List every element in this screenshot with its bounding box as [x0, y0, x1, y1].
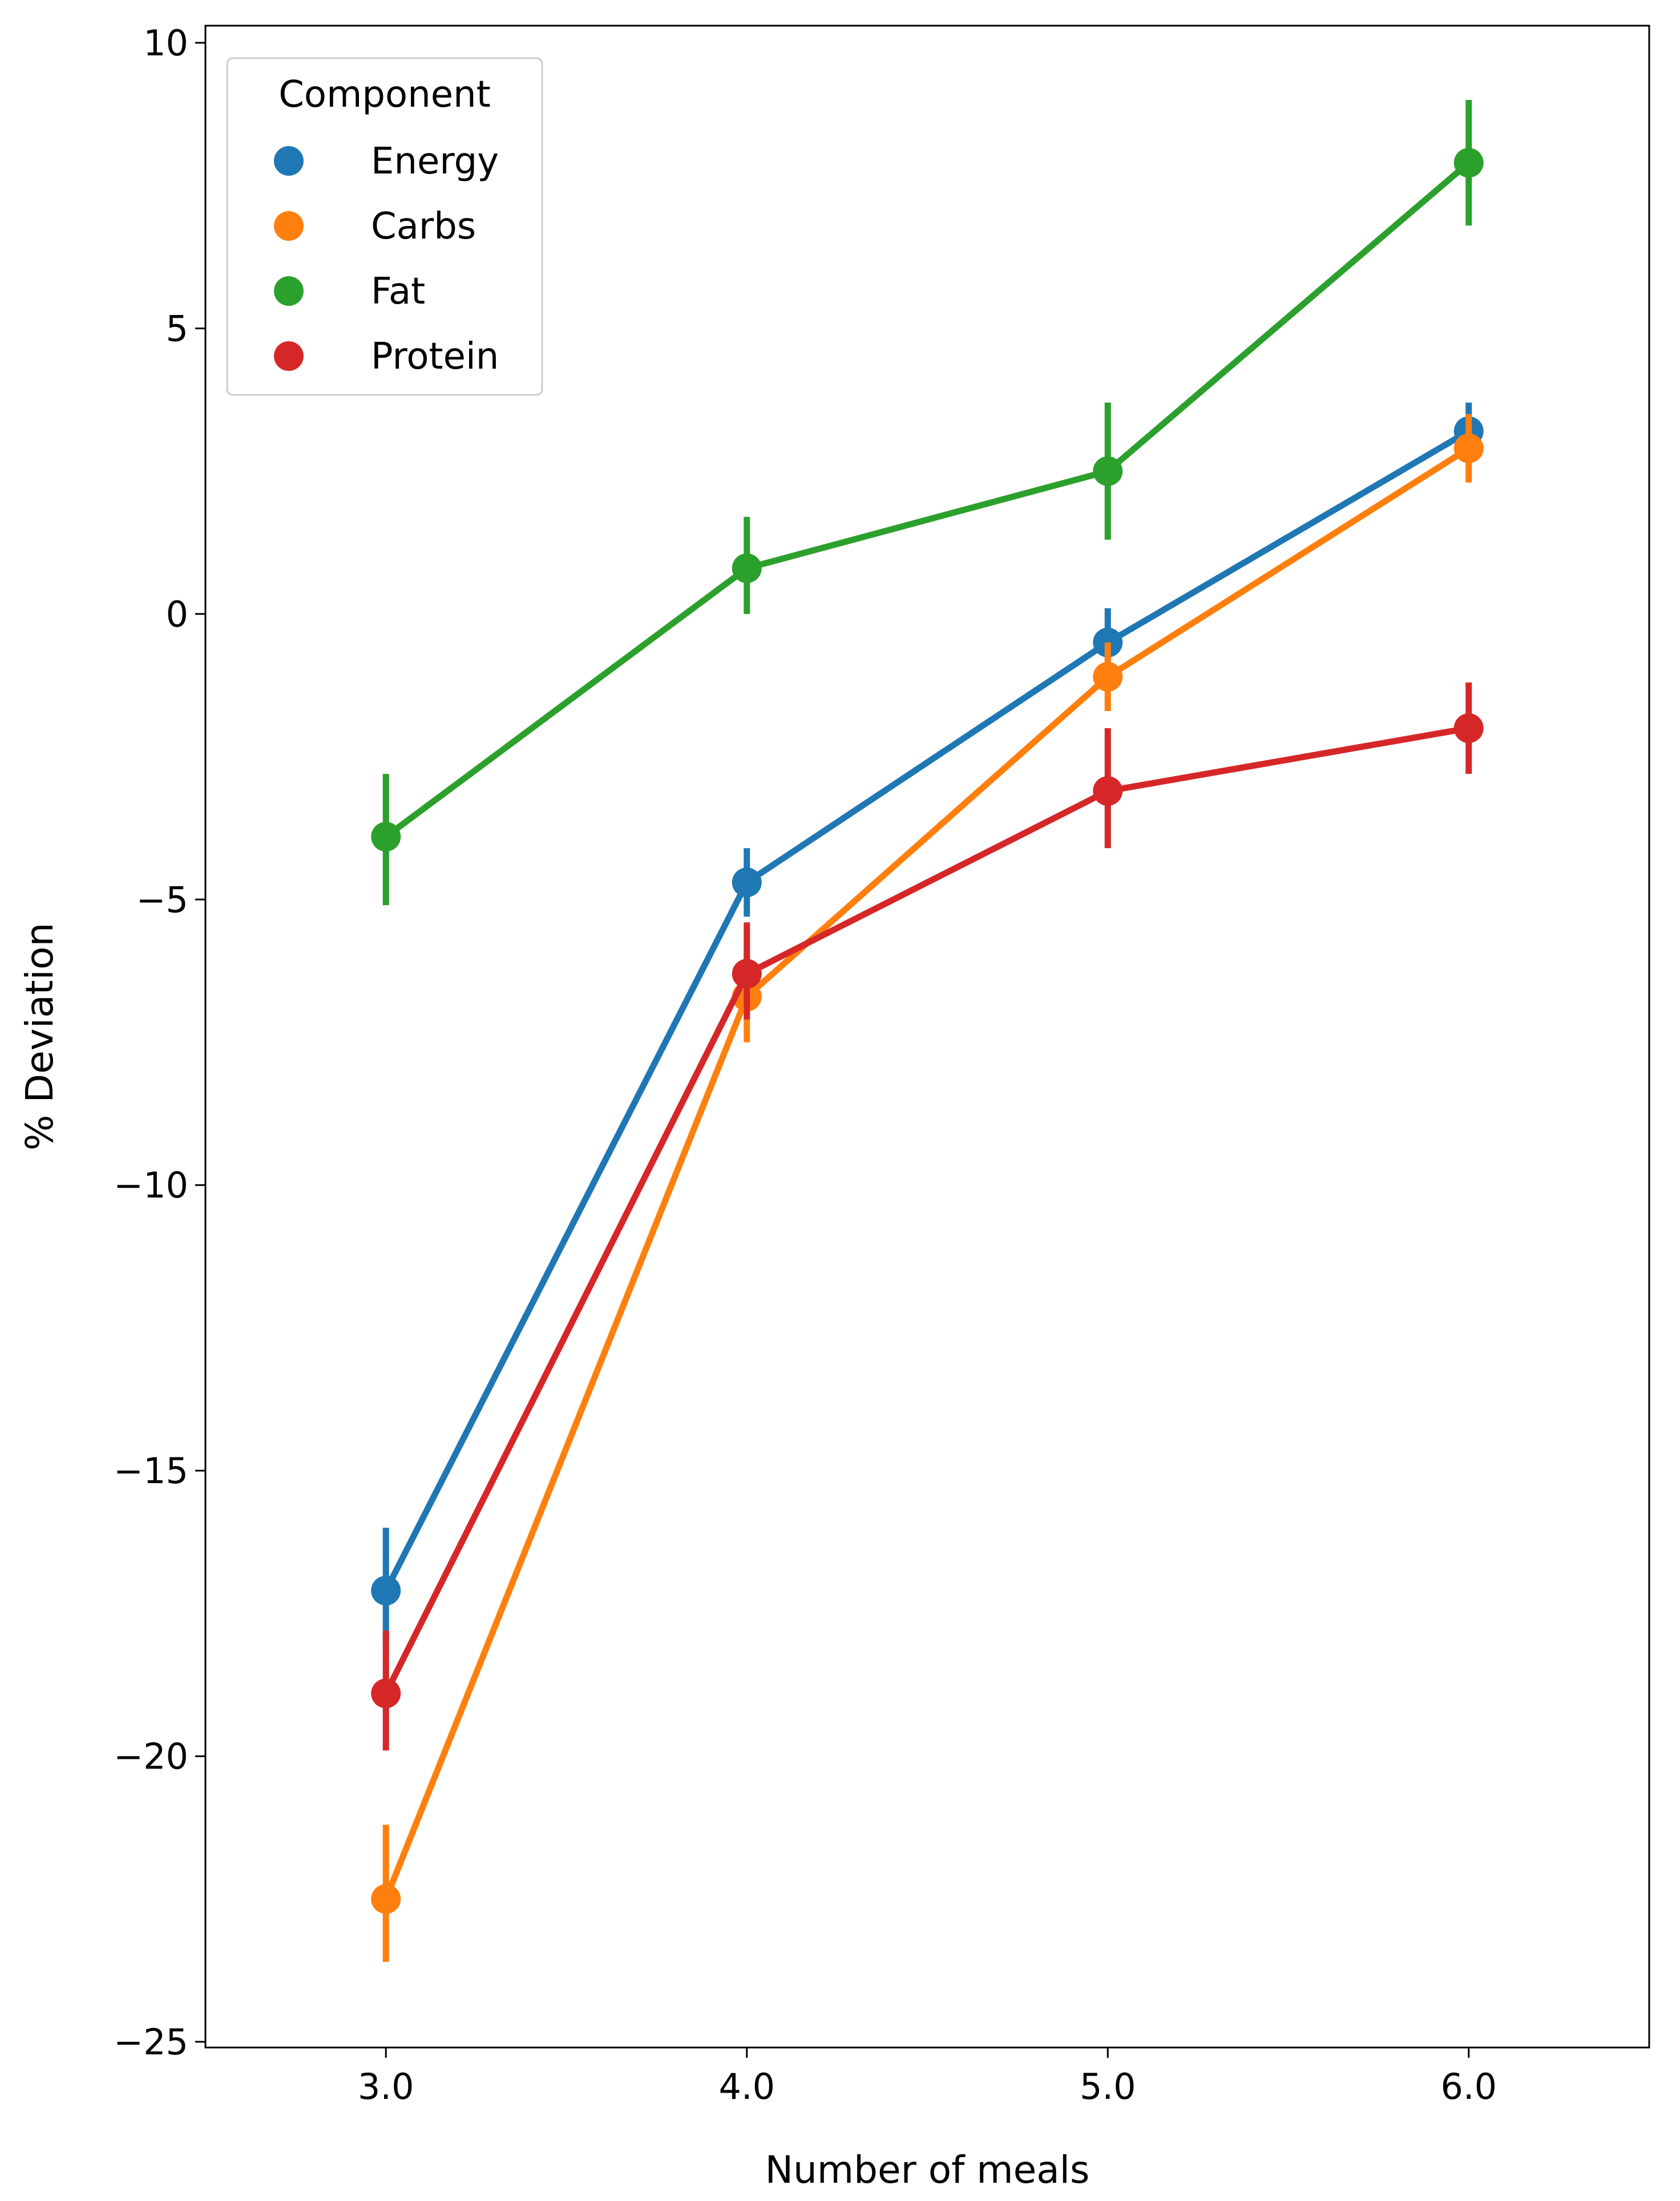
- x-axis: 3.0 4.0 5.0 6.0: [358, 2047, 1497, 2107]
- fat-point: [732, 553, 762, 583]
- y-tick-label: −25: [114, 2021, 188, 2063]
- legend-label-energy: Energy: [371, 140, 499, 183]
- y-tick-label: −15: [114, 1450, 188, 1492]
- energy-line: [382, 428, 1472, 1594]
- y-axis: −25 −20 −15 −10 −5 0 5 10: [114, 22, 205, 2063]
- legend-box: [226, 57, 543, 396]
- protein-line: [382, 725, 1472, 1697]
- fat-point: [1093, 456, 1123, 486]
- protein-point: [1093, 776, 1123, 806]
- series-energy: [371, 402, 1484, 1642]
- fat-point: [1453, 148, 1484, 178]
- y-tick-label: −5: [136, 879, 188, 920]
- series-fat: [371, 100, 1484, 906]
- energy-point: [732, 867, 762, 898]
- y-tick-label: −20: [114, 1736, 188, 1778]
- legend-marker-fat: [274, 276, 304, 306]
- series-carbs: [371, 414, 1484, 1962]
- carbs-point: [1453, 433, 1484, 463]
- carbs-line: [382, 445, 1472, 1903]
- carbs-point: [1093, 661, 1123, 692]
- legend-label-fat: Fat: [371, 270, 425, 313]
- y-axis-title: % Deviation: [18, 923, 62, 1150]
- x-axis-title: Number of meals: [765, 2148, 1090, 2192]
- energy-point: [371, 1576, 401, 1606]
- x-tick-label: 6.0: [1440, 2066, 1497, 2107]
- y-tick-label: 10: [143, 22, 188, 64]
- axes-frame: [204, 25, 1650, 2049]
- legend: Component Energy Carbs Fat Protein: [226, 57, 543, 396]
- legend-marker-carbs: [274, 211, 304, 241]
- x-tick-label: 5.0: [1080, 2066, 1136, 2107]
- x-tick-label: 3.0: [358, 2066, 414, 2107]
- y-tick-label: 5: [166, 308, 188, 349]
- protein-point: [1453, 713, 1484, 744]
- fat-line: [382, 159, 1472, 840]
- legend-marker-energy: [274, 146, 304, 176]
- protein-point: [371, 1678, 401, 1709]
- fat-point: [371, 822, 401, 852]
- legend-label-protein: Protein: [371, 336, 499, 378]
- carbs-point: [371, 1884, 401, 1914]
- legend-title: Component: [278, 74, 491, 116]
- plot-area: [371, 100, 1484, 1962]
- protein-point: [732, 959, 762, 989]
- x-tick-label: 4.0: [718, 2066, 775, 2107]
- legend-label-carbs: Carbs: [371, 205, 476, 248]
- legend-marker-protein: [274, 341, 304, 371]
- y-tick-label: −10: [114, 1165, 188, 1206]
- series-protein: [371, 682, 1484, 1751]
- y-tick-label: 0: [166, 593, 188, 635]
